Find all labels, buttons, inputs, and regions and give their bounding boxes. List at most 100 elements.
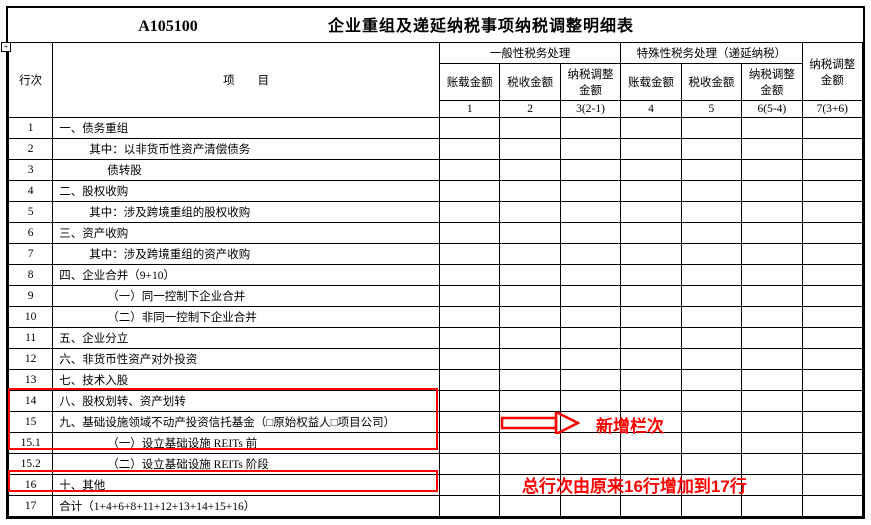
cell — [681, 496, 741, 517]
cell — [802, 286, 862, 307]
row-item: 债转股 — [53, 160, 440, 181]
cell — [439, 496, 499, 517]
table-row: 4二、股权收购 — [9, 181, 863, 202]
cell — [621, 286, 681, 307]
table-row: 16十、其他 — [9, 475, 863, 496]
cell — [621, 118, 681, 139]
cell — [742, 391, 802, 412]
cell — [439, 265, 499, 286]
cell — [621, 454, 681, 475]
cell — [439, 475, 499, 496]
cell — [621, 433, 681, 454]
row-number: 8 — [9, 265, 53, 286]
cell — [742, 496, 802, 517]
cell — [802, 433, 862, 454]
cell — [681, 370, 741, 391]
row-item: 二、股权收购 — [53, 181, 440, 202]
cell — [681, 307, 741, 328]
cell — [560, 244, 620, 265]
row-item: 三、资产收购 — [53, 223, 440, 244]
cell — [500, 223, 560, 244]
row-item: （二）设立基础设施 REITs 阶段 — [53, 454, 440, 475]
cell — [802, 307, 862, 328]
table-row: 15.2（二）设立基础设施 REITs 阶段 — [9, 454, 863, 475]
cell — [742, 412, 802, 433]
hdr-col2-num: 2 — [500, 101, 560, 118]
form-code: A105100 — [8, 18, 328, 36]
cell — [802, 118, 862, 139]
cell — [621, 349, 681, 370]
cell — [802, 412, 862, 433]
cell — [439, 139, 499, 160]
cell — [621, 139, 681, 160]
cell — [681, 265, 741, 286]
cell — [500, 118, 560, 139]
cell — [560, 139, 620, 160]
cell — [742, 202, 802, 223]
hdr-col6: 纳税调整金额 — [742, 64, 802, 101]
cell — [560, 454, 620, 475]
cell — [500, 244, 560, 265]
table-row: 15九、基础设施领域不动产投资信托基金（□原始权益人□项目公司） — [9, 412, 863, 433]
cell — [621, 412, 681, 433]
cell — [560, 328, 620, 349]
cell — [621, 391, 681, 412]
cell — [621, 496, 681, 517]
hdr-group-special: 特殊性税务处理（递延纳税） — [621, 43, 802, 64]
cell — [621, 223, 681, 244]
cell — [742, 286, 802, 307]
cell — [439, 160, 499, 181]
cell — [560, 160, 620, 181]
cell — [500, 307, 560, 328]
cell — [802, 223, 862, 244]
row-item: 其中：涉及跨境重组的资产收购 — [53, 244, 440, 265]
cell — [500, 139, 560, 160]
table-row: 13七、技术入股 — [9, 370, 863, 391]
table-row: 8四、企业合并（9+10） — [9, 265, 863, 286]
cell — [802, 496, 862, 517]
cell — [802, 454, 862, 475]
hdr-col3: 纳税调整金额 — [560, 64, 620, 101]
hdr-col2: 税收金额 — [500, 64, 560, 101]
cell — [560, 286, 620, 307]
cell — [681, 475, 741, 496]
cell — [500, 454, 560, 475]
table-row: 12六、非货币性资产对外投资 — [9, 349, 863, 370]
cell — [560, 223, 620, 244]
cell — [742, 307, 802, 328]
row-item: 四、企业合并（9+10） — [53, 265, 440, 286]
cell — [742, 118, 802, 139]
cell — [681, 202, 741, 223]
title-row: A105100 企业重组及递延纳税事项纳税调整明细表 — [8, 8, 863, 42]
cell — [742, 265, 802, 286]
cell — [802, 160, 862, 181]
hdr-col4: 账载金额 — [621, 64, 681, 101]
cell — [681, 160, 741, 181]
row-item: 一、债务重组 — [53, 118, 440, 139]
table-row: 17合计（1+4+6+8+11+12+13+14+15+16） — [9, 496, 863, 517]
hdr-col4-num: 4 — [621, 101, 681, 118]
cell — [742, 433, 802, 454]
hdr-col6-num: 6(5-4) — [742, 101, 802, 118]
cell — [681, 328, 741, 349]
row-item: （一）同一控制下企业合并 — [53, 286, 440, 307]
hdr-col3-num: 3(2-1) — [560, 101, 620, 118]
cell — [439, 118, 499, 139]
cell — [681, 139, 741, 160]
cell — [439, 412, 499, 433]
row-number: 5 — [9, 202, 53, 223]
cell — [681, 181, 741, 202]
hdr-group-general: 一般性税务处理 — [439, 43, 620, 64]
cell — [500, 496, 560, 517]
cell — [500, 370, 560, 391]
cell — [621, 181, 681, 202]
cell — [802, 244, 862, 265]
cell — [500, 202, 560, 223]
cell — [681, 391, 741, 412]
cell — [500, 328, 560, 349]
cell — [500, 265, 560, 286]
cell — [621, 160, 681, 181]
cell — [439, 202, 499, 223]
row-item: 其中：以非货币性资产清偿债务 — [53, 139, 440, 160]
table-row: 14八、股权划转、资产划转 — [9, 391, 863, 412]
